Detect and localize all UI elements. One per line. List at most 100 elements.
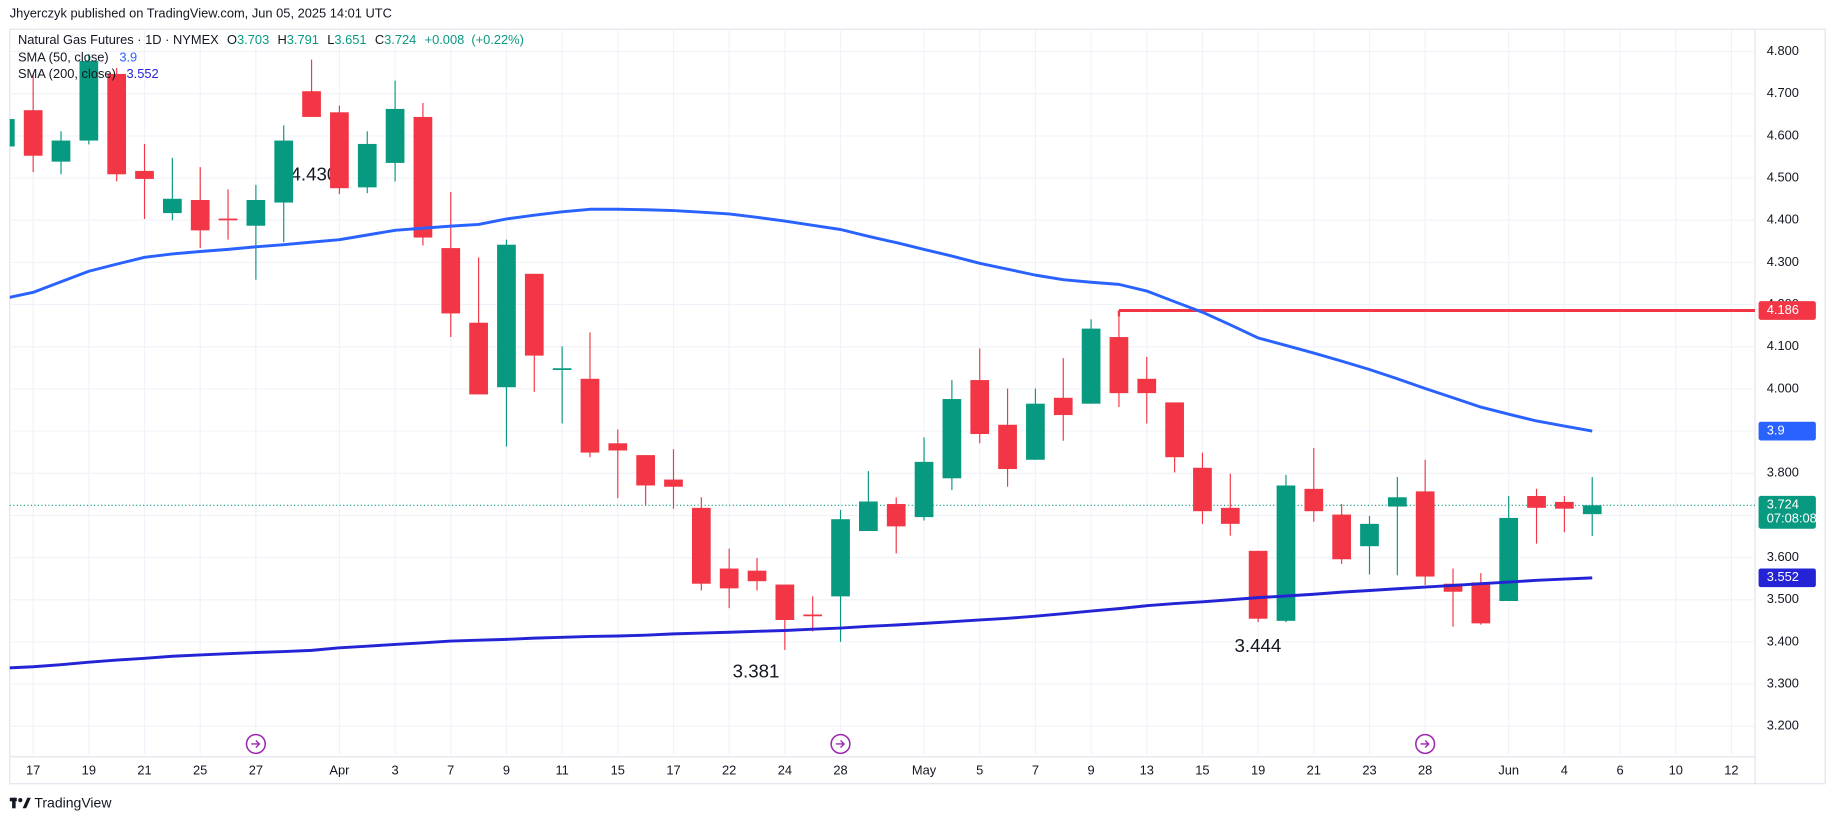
chart-frame — [9, 28, 1826, 785]
sma50-tag: 3.9 — [1767, 422, 1785, 437]
x-tick-label: 27 — [249, 762, 263, 777]
candle-body — [831, 519, 850, 597]
candle-body — [51, 140, 71, 162]
candle-body — [608, 443, 628, 451]
x-tick-label: 12 — [1724, 762, 1738, 777]
candle-body — [1471, 582, 1491, 624]
symbol-row: Natural Gas Futures · 1D · NYMEX O3.703 … — [18, 32, 524, 47]
candle-body — [469, 322, 488, 395]
candle-body — [1332, 514, 1352, 560]
x-tick-label: 5 — [976, 762, 983, 777]
candle-body — [1443, 583, 1463, 592]
candle-body — [859, 501, 878, 532]
last-price-tag: 3.724 — [1767, 497, 1799, 512]
candle-body — [107, 73, 127, 175]
x-tick-label: 11 — [555, 762, 568, 777]
candle-body — [1499, 517, 1519, 602]
field-letter: C — [375, 32, 384, 47]
candle-body — [1582, 505, 1602, 515]
candle-body — [1276, 485, 1296, 621]
resistance-tag: 4.186 — [1767, 302, 1799, 317]
field-letter: O — [227, 32, 237, 47]
candle-body — [190, 200, 210, 231]
x-tick-label: 22 — [722, 762, 736, 777]
candle-body — [302, 91, 321, 117]
candle-body — [998, 424, 1017, 470]
x-tick-label: 3 — [392, 762, 399, 777]
candle-body — [1527, 496, 1546, 508]
candle-body — [1304, 488, 1324, 512]
candle-body — [1193, 467, 1212, 512]
x-tick-label: 13 — [1140, 762, 1154, 777]
x-tick-label: 10 — [1669, 762, 1683, 777]
x-tick-label: 19 — [1251, 762, 1265, 777]
sma200-row: SMA (200, close) 3.552 — [18, 66, 159, 81]
candle-body — [497, 244, 516, 388]
candle-body — [1387, 497, 1407, 507]
candle-body — [23, 110, 43, 156]
sma-line — [9, 207, 1593, 433]
candle-body — [274, 140, 294, 203]
y-tick-label: 3.800 — [1767, 465, 1799, 480]
y-tick-label: 3.400 — [1767, 633, 1799, 648]
candle-body — [970, 380, 990, 435]
candle-body — [1137, 378, 1157, 394]
y-tick-label: 4.300 — [1767, 254, 1799, 269]
x-tick-label: 15 — [611, 762, 625, 777]
y-tick-label: 4.500 — [1767, 169, 1799, 184]
candle-body — [357, 143, 377, 188]
sma200-tag-bg — [1758, 568, 1816, 588]
legend-name: SMA (200, close) — [18, 66, 116, 81]
last-price-tag-bg — [1758, 495, 1816, 529]
logo-part — [18, 798, 23, 803]
candle-body — [1165, 402, 1184, 458]
legend-value: 3.552 — [126, 66, 158, 81]
legend: Natural Gas Futures · 1D · NYMEX O3.703 … — [18, 32, 524, 81]
y-tick-label: 4.600 — [1767, 127, 1799, 142]
axes: 3.2003.3003.4003.5003.6003.7003.8003.900… — [26, 43, 1817, 777]
annotation: 3.444 — [1234, 635, 1281, 656]
x-tick-label: 21 — [137, 762, 151, 777]
high-value: 3.791 — [287, 32, 319, 47]
candle-body — [552, 368, 572, 371]
x-tick-label: 9 — [503, 762, 510, 777]
candle-body — [1081, 328, 1101, 404]
sma200-tag: 3.552 — [1767, 569, 1799, 584]
candle-body — [942, 399, 962, 479]
candle-body — [747, 570, 767, 582]
event-icon-glyph — [1420, 739, 1430, 748]
y-tick-label: 3.500 — [1767, 591, 1799, 606]
annotation: 4.430 — [290, 163, 337, 184]
event-icon-glyph — [251, 739, 261, 748]
y-tick-label: 3.600 — [1767, 549, 1799, 564]
sma50-tag-bg — [1758, 421, 1816, 441]
candle-body — [330, 112, 349, 189]
countdown: 07:08:08 — [1767, 511, 1817, 526]
resistance-tag-bg — [1758, 301, 1816, 320]
plot-area: 4.430 3.381 3.444 — [9, 54, 1756, 682]
y-tick-label: 4.700 — [1767, 85, 1799, 100]
candle-body — [664, 479, 683, 487]
sma-line — [9, 576, 1593, 670]
candle-body — [719, 568, 739, 589]
x-tick-label: 19 — [82, 762, 96, 777]
candle-body — [691, 507, 711, 584]
x-tick-label: 25 — [193, 762, 207, 777]
x-tick-label: 17 — [666, 762, 680, 777]
logo-part — [22, 797, 31, 809]
candle-body — [79, 60, 99, 141]
x-tick-label: 6 — [1616, 762, 1623, 777]
x-tick-label: Apr — [329, 762, 350, 777]
candle-body — [1555, 501, 1574, 509]
field-letter: L — [327, 32, 334, 47]
sma50-row: SMA (50, close) 3.9 — [18, 50, 137, 65]
candle-body — [218, 218, 238, 221]
brand: TradingView — [34, 794, 112, 810]
candle-body — [246, 200, 266, 226]
event-icon-glyph — [835, 739, 846, 748]
candle-body — [914, 461, 934, 518]
candle-body — [1220, 507, 1240, 524]
y-tick-label: 4.000 — [1767, 380, 1799, 395]
candle-body — [1248, 550, 1268, 619]
